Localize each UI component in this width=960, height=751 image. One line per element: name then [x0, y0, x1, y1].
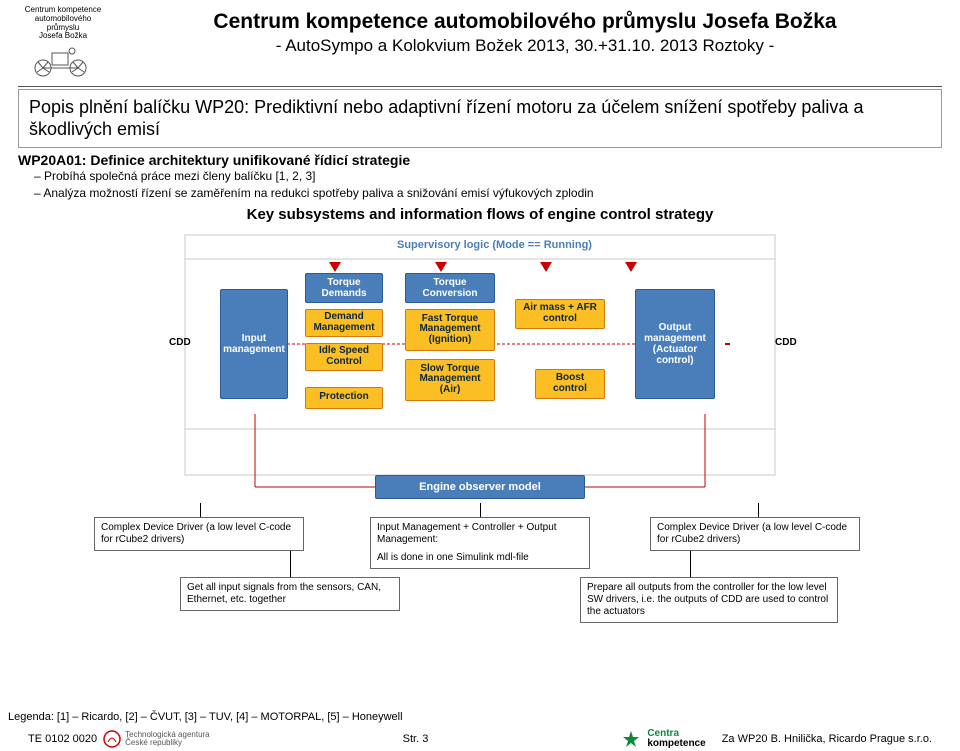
conn-line — [690, 551, 691, 577]
page-number: Str. 3 — [403, 733, 429, 745]
section: WP20A01: Definice architektury unifikova… — [18, 152, 942, 223]
architecture-diagram: Supervisory logic (Mode == Running) CDD … — [165, 229, 795, 509]
footer-center: Str. 3 — [210, 733, 622, 745]
bullet-1: – Probíhá společná práce mezi členy balí… — [34, 168, 942, 185]
output-mgmt-box: Output management (Actuator control) — [635, 289, 715, 399]
engine-observer-box: Engine observer model — [375, 475, 585, 499]
cdd-left-text: Complex Device Driver (a low level C-cod… — [94, 517, 304, 551]
slow-torque-box: Slow Torque Management (Air) — [405, 359, 495, 401]
logo-left: Centrum kompetence automobilového průmys… — [18, 6, 108, 80]
arrow-icon — [329, 262, 341, 272]
cdd-right-label: CDD — [775, 337, 797, 348]
torque-demands-box: Torque Demands — [305, 273, 383, 303]
key-subsystems-title: Key subsystems and information flows of … — [18, 206, 942, 223]
header-text: Centrum kompetence automobilového průmys… — [108, 6, 942, 56]
bottom-text-boxes: Complex Device Driver (a low level C-cod… — [90, 513, 870, 625]
carriage-icon — [28, 43, 98, 77]
footer-right: Centra kompetence Za WP20 B. Hnilička, R… — [621, 729, 932, 749]
legend: Legenda: [1] – Ricardo, [2] – ČVUT, [3] … — [8, 711, 403, 723]
output-signals-text: Prepare all outputs from the controller … — [580, 577, 838, 623]
protection-box: Protection — [305, 387, 383, 409]
description-text: Popis plnění balíčku WP20: Prediktivní n… — [29, 96, 931, 141]
conn-line — [290, 551, 291, 577]
arrow-icon — [435, 262, 447, 272]
title-main: Centrum kompetence automobilového průmys… — [108, 10, 942, 34]
bullet-2: – Analýza možností řízení se zaměřením n… — [34, 185, 942, 202]
arrow-icon — [540, 262, 552, 272]
cdd-right-text: Complex Device Driver (a low level C-cod… — [650, 517, 860, 551]
author: Za WP20 B. Hnilička, Ricardo Prague s.r.… — [722, 733, 932, 745]
te-code: TE 0102 0020 — [28, 733, 97, 745]
simulink-line2: All is done in one Simulink mdl-file — [377, 552, 583, 564]
air-mass-box: Air mass + AFR control — [515, 299, 605, 329]
simulink-text: Input Management + Controller + Output M… — [370, 517, 590, 569]
ck-star-icon — [621, 730, 641, 748]
conn-line — [200, 503, 201, 517]
ta-name-2: České republiky — [125, 739, 210, 747]
simulink-line1: Input Management + Controller + Output M… — [377, 522, 583, 546]
logo-text-2: automobilového průmyslu — [18, 15, 108, 33]
page-header: Centrum kompetence automobilového průmys… — [0, 0, 960, 80]
demand-mgmt-box: Demand Management — [305, 309, 383, 337]
section-title: WP20A01: Definice architektury unifikova… — [18, 152, 942, 168]
conn-line — [758, 503, 759, 517]
arrow-icon — [625, 262, 637, 272]
description-box: Popis plnění balíčku WP20: Prediktivní n… — [18, 89, 942, 148]
title-sub: - AutoSympo a Kolokvium Božek 2013, 30.+… — [108, 36, 942, 56]
conn-line — [480, 503, 481, 517]
ta-logo: Technologická agentura České republiky — [103, 730, 210, 748]
torque-conv-box: Torque Conversion — [405, 273, 495, 303]
footer-left: TE 0102 0020 Technologická agentura Česk… — [28, 730, 210, 748]
page-footer: TE 0102 0020 Technologická agentura Česk… — [0, 727, 960, 751]
ta-lion-icon — [103, 730, 121, 748]
idle-speed-box: Idle Speed Control — [305, 343, 383, 371]
input-mgmt-box: Input management — [220, 289, 288, 399]
boost-box: Boost control — [535, 369, 605, 399]
supervisory-label: Supervisory logic (Mode == Running) — [397, 239, 592, 251]
cdd-left-label: CDD — [169, 337, 191, 348]
header-rule — [18, 86, 942, 87]
fast-torque-box: Fast Torque Management (Ignition) — [405, 309, 495, 351]
logo-text-3: Josefa Božka — [18, 32, 108, 41]
input-signals-text: Get all input signals from the sensors, … — [180, 577, 400, 611]
ck-label-2: kompetence — [647, 738, 705, 749]
